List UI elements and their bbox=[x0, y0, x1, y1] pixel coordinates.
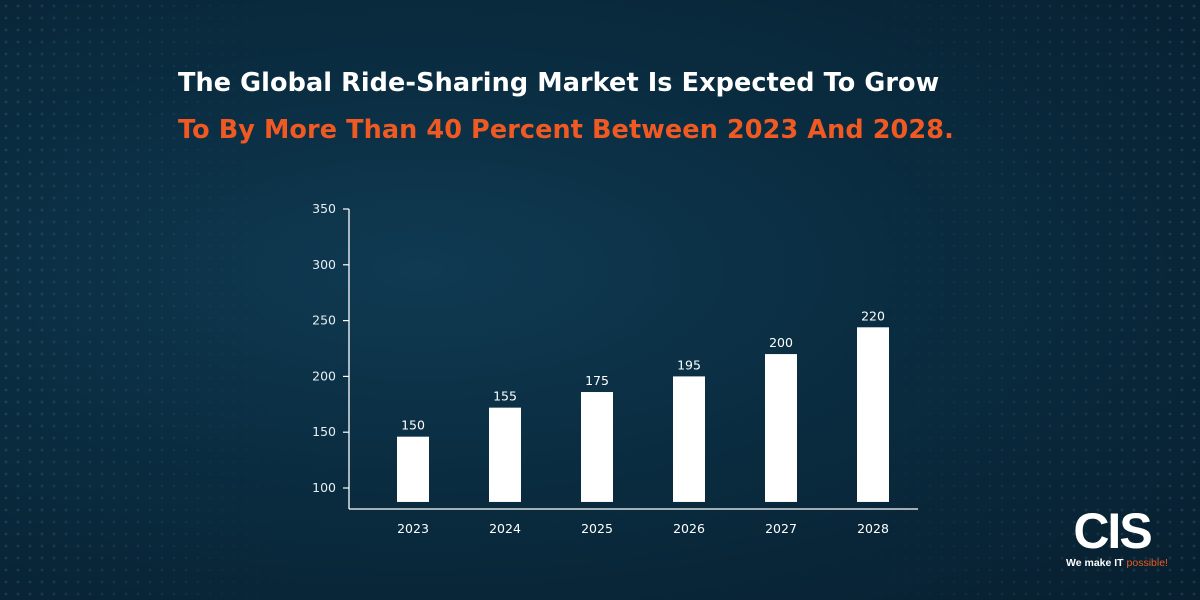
tagline-accent: possible! bbox=[1126, 557, 1168, 569]
bar-2023 bbox=[397, 436, 429, 502]
logo-text: CIS bbox=[1073, 503, 1152, 559]
y-tick-label: 200 bbox=[312, 368, 336, 383]
bar-2026 bbox=[673, 376, 705, 502]
y-tick-label: 100 bbox=[312, 480, 336, 495]
tagline-main: We make IT bbox=[1066, 557, 1124, 569]
y-tick-label: 150 bbox=[312, 424, 336, 439]
x-tick-label-2026: 2026 bbox=[673, 521, 705, 536]
logo-tagline: We make IT possible! bbox=[1066, 557, 1168, 569]
data-label-2028: 220 bbox=[861, 308, 885, 323]
data-label-2024: 155 bbox=[493, 389, 517, 404]
y-tick-label: 300 bbox=[312, 257, 336, 272]
headline-line-2: To By More Than 40 Percent Between 2023 … bbox=[178, 115, 954, 145]
bar-2024 bbox=[489, 407, 521, 502]
x-tick-label-2028: 2028 bbox=[857, 521, 889, 536]
x-tick-label-2027: 2027 bbox=[765, 521, 797, 536]
x-tick-label-2024: 2024 bbox=[489, 521, 521, 536]
cis-logo: CIS We make IT possible! bbox=[1062, 503, 1168, 574]
bar-2025 bbox=[581, 392, 613, 502]
x-tick-label-2023: 2023 bbox=[397, 521, 429, 536]
headline-line-1: The Global Ride-Sharing Market Is Expect… bbox=[178, 68, 940, 98]
bar-2028 bbox=[857, 327, 889, 502]
y-tick-label: 250 bbox=[312, 313, 336, 328]
data-label-2026: 195 bbox=[677, 357, 701, 372]
headline: The Global Ride-Sharing Market Is Expect… bbox=[178, 60, 954, 154]
data-label-2027: 200 bbox=[769, 335, 793, 350]
bar-2027 bbox=[765, 354, 797, 502]
x-tick-label-2025: 2025 bbox=[581, 521, 613, 536]
y-tick-label: 350 bbox=[312, 201, 336, 216]
data-label-2025: 175 bbox=[585, 373, 609, 388]
data-label-2023: 150 bbox=[401, 418, 425, 433]
